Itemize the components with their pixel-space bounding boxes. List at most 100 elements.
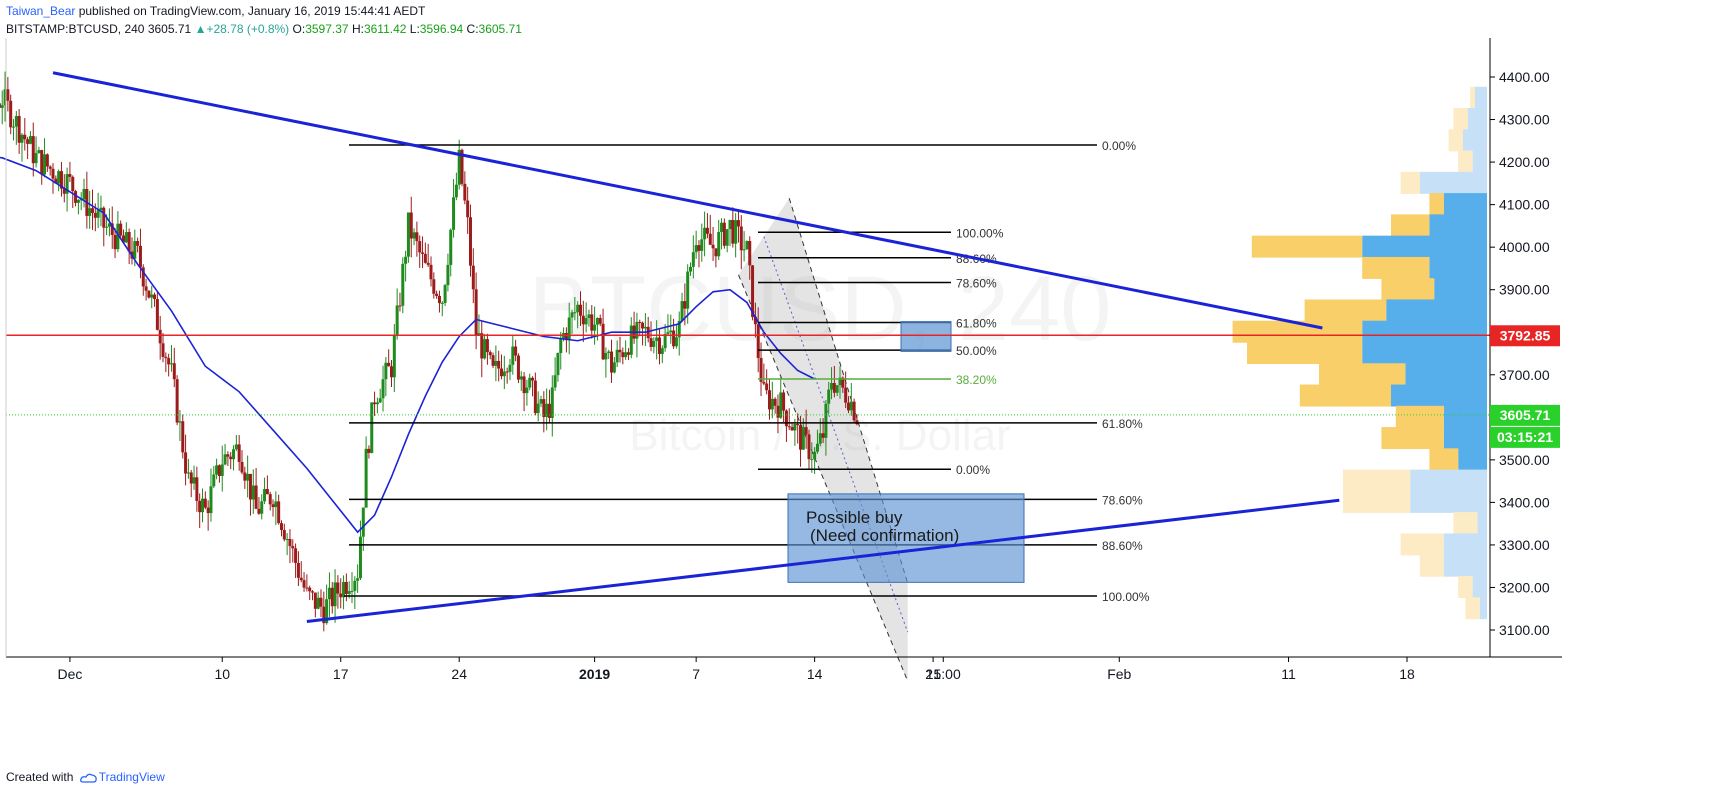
price-tag-bg <box>1490 325 1560 347</box>
candle-bull <box>361 507 365 537</box>
candle-bear <box>601 323 605 360</box>
candle-bull <box>539 399 543 404</box>
high-value: 3611.42 <box>363 22 407 36</box>
price-tag-bg <box>1490 426 1560 448</box>
possible-buy-box[interactable] <box>787 493 1025 583</box>
candle-bear <box>240 461 244 473</box>
candle-bear <box>841 377 845 388</box>
candle-bear <box>243 472 247 481</box>
candle-bear <box>122 235 126 243</box>
resistance-zone-box[interactable] <box>900 321 952 352</box>
price-tag-label: 3605.71 <box>1500 407 1551 423</box>
candle-bull <box>327 587 331 600</box>
symbol-label[interactable]: BITSTAMP:BTCUSD, 240 <box>6 22 145 36</box>
candle-bull <box>333 582 337 607</box>
open-value: 3597.37 <box>305 22 349 36</box>
candle-bear <box>697 245 701 251</box>
candle-bull <box>178 421 182 423</box>
candle-bear <box>618 349 622 353</box>
candle-bear <box>547 403 551 418</box>
candle-bear <box>657 337 661 354</box>
fibonacci-retracements[interactable]: 0.00%61.80%78.60%88.60%100.00%100.00%88.… <box>344 139 1150 604</box>
candle-bull <box>350 590 354 592</box>
fib-large-level-label: 0.00% <box>1102 139 1136 153</box>
volume-profile-buy-bar <box>1410 490 1487 513</box>
price-tick-label: 3300.00 <box>1499 537 1550 553</box>
time-tick-label: Feb <box>1107 666 1131 682</box>
candle-bull <box>20 134 24 143</box>
price-tick-label: 4000.00 <box>1499 239 1550 255</box>
candle-bear <box>0 103 1 108</box>
candle-bear <box>119 223 123 236</box>
candle-bull <box>12 126 16 128</box>
time-tick-label: 7 <box>692 666 700 682</box>
trendline-upper[interactable] <box>52 71 1323 330</box>
volume-profile <box>1232 86 1487 620</box>
candle-bull <box>107 223 111 227</box>
price-tick-label: 4300.00 <box>1499 112 1550 128</box>
volume-profile-sell-bar <box>1251 235 1363 258</box>
candle-bear <box>646 326 650 339</box>
candle-bear <box>638 321 642 323</box>
candle-bear <box>767 390 771 410</box>
time-tick-label: 24 <box>451 666 467 682</box>
chart-axes: 4400.00 4300.00 4200.00 4100.00 4000.00 3900.… <box>5 38 1562 682</box>
candle-bull <box>570 312 574 318</box>
candle-bear <box>71 176 75 192</box>
candle-bull <box>234 444 238 450</box>
candle-bear <box>110 223 114 235</box>
candle-bear <box>291 546 295 549</box>
candle-bear <box>531 377 535 381</box>
candle-bull <box>694 245 698 253</box>
candle-bull <box>246 473 250 481</box>
candle-bear <box>491 355 495 366</box>
candle-bear <box>254 485 258 509</box>
candle-bear <box>367 448 371 453</box>
candle-bear <box>305 587 309 589</box>
price-tag-bg <box>1490 404 1560 426</box>
time-tick-label: Dec <box>57 666 82 682</box>
candle-bear <box>432 279 436 294</box>
candle-bear <box>336 582 340 594</box>
candle-bull <box>717 232 721 257</box>
price-tag-label: 3792.85 <box>1500 327 1551 343</box>
candle-bull <box>220 464 224 476</box>
candle-bear <box>206 507 210 514</box>
candle-bull <box>849 401 853 411</box>
author-link[interactable]: Taiwan_Bear <box>6 4 76 18</box>
price-tick-label: 4400.00 <box>1499 69 1550 85</box>
candle-bull <box>0 105 4 108</box>
candle-bull <box>643 326 647 329</box>
candle-bear <box>302 580 306 588</box>
tradingview-link[interactable]: TradingView <box>98 770 165 784</box>
candle-bull <box>477 333 481 336</box>
candle-bull <box>559 338 563 354</box>
candle-bear <box>229 456 233 460</box>
levels-and-trendlines[interactable] <box>6 71 1490 623</box>
candle-bull <box>14 116 18 127</box>
candle-bear <box>621 352 625 358</box>
candle-bear <box>578 304 582 316</box>
candle-bear <box>279 523 283 531</box>
candle-bear <box>776 405 780 418</box>
candle-bull <box>169 363 173 365</box>
candle-bear <box>474 289 478 336</box>
trendline-lower[interactable] <box>306 498 1340 623</box>
candle-bull <box>655 337 659 341</box>
candle-bull <box>584 318 588 325</box>
time-tick-label: 14 <box>807 666 823 682</box>
candle-bear <box>435 293 439 296</box>
candle-bull <box>392 335 396 378</box>
candle-bull <box>457 149 461 185</box>
candle-bear <box>641 322 645 329</box>
candle-bull <box>511 346 515 365</box>
candle-bear <box>144 286 148 291</box>
candle-bull <box>838 377 842 386</box>
candle-bear <box>113 234 117 250</box>
fib-large-level-label: 61.80% <box>1102 417 1143 431</box>
candle-bear <box>564 332 568 341</box>
annotation-boxes[interactable]: Possible buy(Need confirmation) <box>787 321 1025 583</box>
candle-bear <box>765 383 769 391</box>
candle-bull <box>105 226 109 228</box>
